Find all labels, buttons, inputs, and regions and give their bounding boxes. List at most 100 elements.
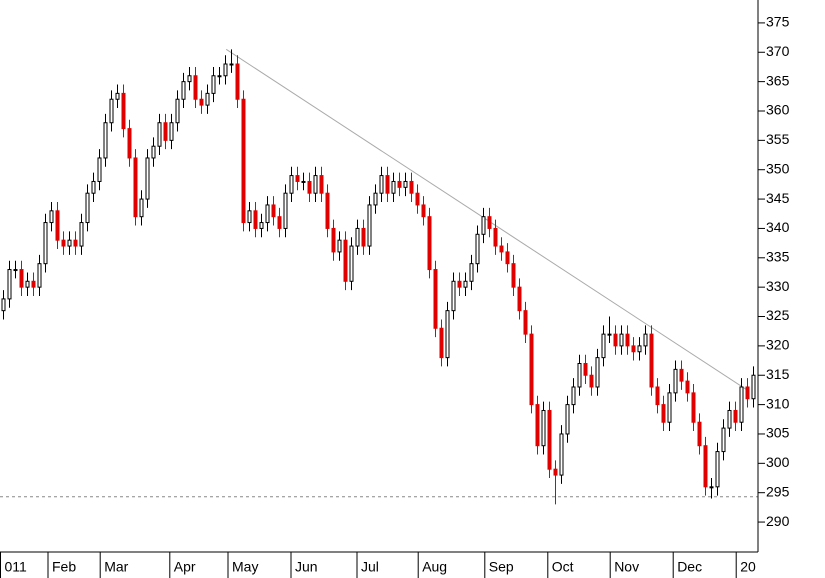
candle-body: [601, 333, 606, 359]
candle-body: [301, 180, 306, 183]
candle-body: [187, 75, 192, 83]
candle-body: [43, 222, 48, 265]
candle-body: [703, 445, 708, 488]
candle-body: [481, 216, 486, 235]
candle-body: [715, 451, 720, 488]
candle-body: [421, 204, 426, 218]
candle-body: [127, 128, 132, 159]
candle-body: [499, 245, 504, 253]
y-tick-label: 305: [766, 425, 790, 441]
candle-body: [727, 409, 732, 429]
candle-body: [697, 421, 702, 447]
candle-body: [409, 180, 414, 194]
candle-body: [199, 98, 204, 106]
x-tick-label: Feb: [52, 559, 76, 575]
candle-body: [475, 233, 480, 265]
candle-body: [79, 222, 84, 247]
candle-body: [433, 269, 438, 329]
candle-body: [19, 269, 24, 288]
candle-body: [277, 216, 282, 229]
candle-body: [109, 98, 114, 124]
candle-body: [733, 409, 738, 423]
candle-body: [139, 198, 144, 218]
candle-body: [85, 192, 90, 224]
candle-body: [289, 175, 294, 194]
y-tick-label: 300: [766, 454, 790, 470]
candle-body: [547, 409, 552, 470]
candle-body: [235, 63, 240, 100]
candle-body: [391, 180, 396, 194]
candle-body: [37, 263, 42, 288]
candle-body: [517, 286, 522, 312]
candle-body: [661, 404, 666, 423]
candle-body: [577, 362, 582, 388]
y-tick-label: 370: [766, 43, 790, 59]
y-tick-label: 375: [766, 14, 790, 30]
candle-body: [625, 333, 630, 347]
candle-body: [265, 204, 270, 224]
candle-body: [121, 92, 126, 130]
plot-area: [0, 0, 758, 552]
candle-body: [535, 404, 540, 447]
candle-body: [355, 227, 360, 247]
x-tick-label: Jun: [295, 559, 318, 575]
candle-body: [457, 280, 462, 288]
candle-body: [133, 157, 138, 218]
candle-body: [307, 180, 312, 194]
candle-body: [259, 222, 264, 229]
candle-body: [709, 486, 714, 489]
candle-body: [373, 192, 378, 206]
candle-body: [367, 204, 372, 247]
candle-body: [241, 98, 246, 224]
candle-body: [343, 239, 348, 282]
x-tick-label: Sep: [489, 559, 514, 575]
candle-body: [25, 280, 30, 288]
candle-body: [607, 333, 612, 336]
y-tick-label: 355: [766, 131, 790, 147]
candle-body: [589, 374, 594, 388]
candle-body: [415, 192, 420, 206]
y-tick-label: 340: [766, 219, 790, 235]
x-tick-label: Nov: [614, 559, 639, 575]
candle-body: [451, 280, 456, 312]
candle-body: [253, 210, 258, 229]
candle-body: [103, 122, 108, 159]
candle-body: [229, 63, 234, 66]
candle-body: [325, 192, 330, 229]
candle-body: [313, 175, 318, 194]
x-tick-label: 011: [5, 559, 28, 575]
candle-body: [721, 427, 726, 453]
x-tick-label: Mar: [104, 559, 128, 575]
candle-body: [157, 122, 162, 147]
candle-body: [91, 180, 96, 194]
candle-body: [181, 81, 186, 100]
y-tick-label: 365: [766, 72, 790, 88]
candle-body: [559, 433, 564, 476]
candle-body: [571, 386, 576, 406]
candle-body: [445, 310, 450, 359]
candle-body: [295, 175, 300, 182]
candle-body: [745, 386, 750, 400]
candle-body: [145, 157, 150, 200]
candle-body: [211, 75, 216, 94]
candle-body: [529, 333, 534, 406]
candle-body: [679, 368, 684, 382]
candle-body: [151, 145, 156, 159]
candle-body: [655, 386, 660, 406]
x-tick-label: Dec: [677, 559, 702, 575]
candle-body: [637, 345, 642, 353]
candle-body: [631, 345, 636, 353]
candle-body: [751, 374, 756, 400]
candle-body: [397, 180, 402, 188]
candle-body: [331, 227, 336, 253]
y-tick-label: 320: [766, 337, 790, 353]
candle-body: [349, 245, 354, 282]
candle-body: [163, 122, 168, 141]
candle-body: [613, 333, 618, 347]
candle-body: [361, 227, 366, 247]
candle-body: [493, 227, 498, 247]
candle-body: [739, 386, 744, 423]
candle-body: [49, 210, 54, 224]
candle-body: [97, 157, 102, 182]
y-tick-label: 335: [766, 248, 790, 264]
